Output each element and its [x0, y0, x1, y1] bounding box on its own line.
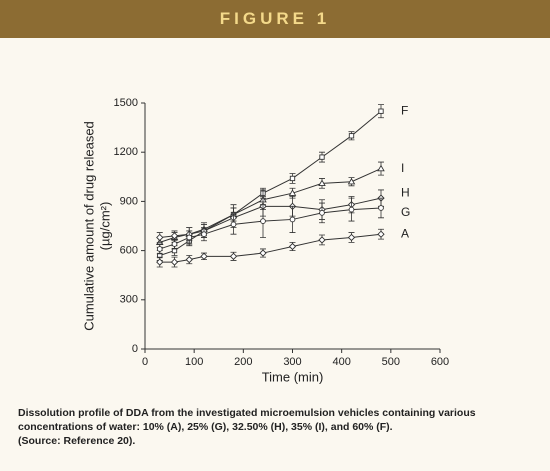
marker: [260, 218, 266, 224]
y-tick-label: 600: [120, 245, 138, 257]
marker: [319, 210, 325, 216]
y-tick-label: 1500: [114, 97, 138, 109]
caption: Dissolution profile of DDA from the inve…: [18, 406, 533, 448]
series-line: [159, 197, 382, 238]
marker: [318, 179, 326, 187]
caption-text: Dissolution profile of DDA from the inve…: [18, 407, 476, 433]
marker: [289, 216, 296, 223]
y-tick-label: 900: [120, 195, 138, 207]
x-tick-label: 400: [332, 356, 350, 368]
marker: [348, 133, 355, 139]
x-tick-label: 500: [382, 356, 400, 368]
marker: [378, 205, 384, 211]
marker: [185, 255, 193, 264]
marker: [319, 154, 325, 160]
marker: [348, 206, 355, 213]
marker: [156, 246, 163, 252]
marker: [200, 252, 208, 260]
marker: [171, 241, 178, 247]
x-tick-label: 300: [283, 356, 301, 368]
marker: [156, 233, 164, 242]
caption-source: (Source: Reference 20).: [18, 435, 136, 447]
y-axis-label: (µg/cm²): [97, 202, 112, 251]
series-line: [159, 168, 382, 243]
series-label: I: [401, 161, 404, 175]
chart: 0 300 600 900 1200 1500 0 100 200 300 400 500 600 Tim…: [81, 97, 449, 385]
marker: [186, 234, 193, 241]
marker: [230, 221, 237, 228]
y-tick-label: 0: [132, 343, 138, 355]
marker: [288, 242, 297, 251]
series-line: [159, 233, 382, 263]
y-axis-label: Cumulative amount of drug released: [81, 121, 96, 331]
marker: [377, 230, 385, 238]
x-tick-label: 0: [142, 356, 148, 368]
marker: [201, 231, 207, 238]
marker: [288, 189, 297, 196]
series-label: F: [401, 103, 408, 117]
marker: [229, 252, 238, 260]
series-line: [159, 207, 382, 250]
marker: [259, 249, 267, 257]
x-axis-label: Time (min): [262, 369, 324, 384]
marker: [377, 164, 385, 172]
series-line: [159, 110, 382, 256]
y-tick-label: 1200: [114, 146, 138, 158]
series-label: A: [401, 226, 409, 240]
x-tick-label: 100: [185, 356, 203, 368]
figure-header: FIGURE 1: [0, 0, 550, 38]
marker: [347, 177, 356, 185]
marker: [156, 258, 164, 266]
marker: [289, 175, 296, 182]
marker: [318, 236, 326, 244]
x-tick-label: 600: [431, 356, 449, 368]
x-tick-label: 200: [234, 356, 252, 368]
marker: [347, 233, 356, 242]
series-label: H: [401, 185, 410, 199]
series-label: G: [401, 205, 410, 219]
marker: [378, 108, 384, 114]
marker: [170, 258, 179, 266]
y-tick-label: 300: [120, 294, 138, 306]
